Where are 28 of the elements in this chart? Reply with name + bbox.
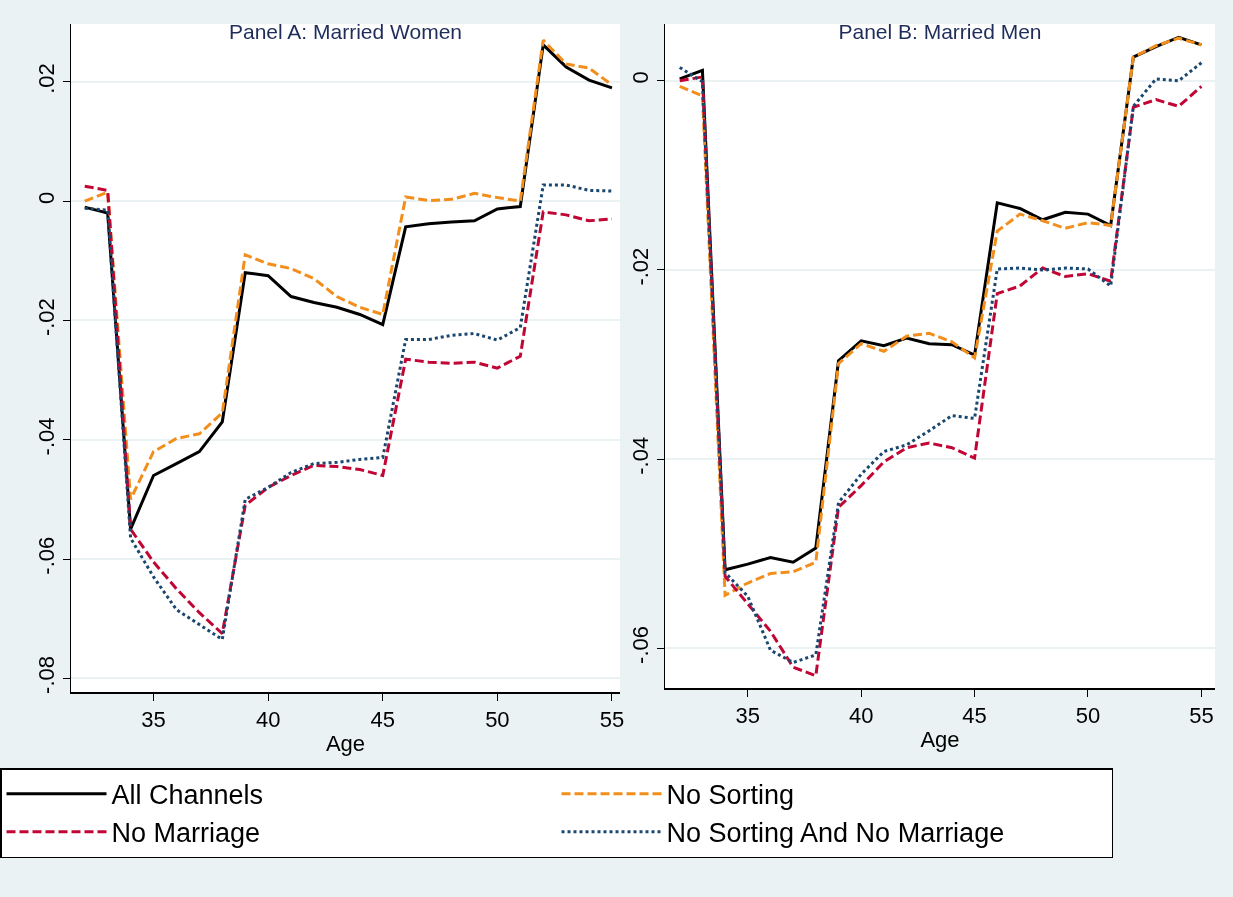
legend-label: No Marriage bbox=[111, 818, 261, 849]
y-tick-label: .02 bbox=[33, 63, 59, 94]
x-tick-label: 55 bbox=[599, 706, 625, 732]
y-tick-label: -.06 bbox=[627, 626, 653, 664]
x-tick-label: 35 bbox=[141, 706, 166, 732]
chart-title: Panel A: Married Women bbox=[228, 19, 463, 43]
y-tick-label: 0 bbox=[627, 71, 653, 84]
y-tick-label: -.06 bbox=[33, 536, 59, 575]
legend-label: All Channels bbox=[111, 780, 264, 811]
x-tick-label: 35 bbox=[735, 702, 761, 728]
x-tick-label: 40 bbox=[255, 706, 281, 732]
x-tick-label: 45 bbox=[370, 706, 395, 732]
y-tick-label: -.02 bbox=[627, 247, 653, 286]
y-tick-label: -.02 bbox=[33, 298, 59, 337]
y-tick-label: -.04 bbox=[627, 436, 653, 475]
y-tick-label: -.04 bbox=[33, 417, 59, 456]
y-tick-label: -.08 bbox=[33, 656, 59, 694]
x-tick-label: 50 bbox=[485, 706, 510, 732]
x-tick-label: 40 bbox=[848, 702, 874, 728]
x-tick-label: 50 bbox=[1075, 702, 1101, 728]
x-axis-title: Age bbox=[920, 726, 960, 752]
x-tick-label: 45 bbox=[962, 702, 987, 728]
y-tick-label: 0 bbox=[33, 191, 59, 204]
chart-title: Panel B: Married Men bbox=[838, 19, 1042, 43]
legend-label: No Sorting And No Marriage bbox=[666, 818, 1005, 849]
legend-label: No Sorting bbox=[666, 780, 795, 811]
x-axis-title: Age bbox=[325, 730, 366, 756]
x-tick-label: 55 bbox=[1189, 702, 1214, 728]
